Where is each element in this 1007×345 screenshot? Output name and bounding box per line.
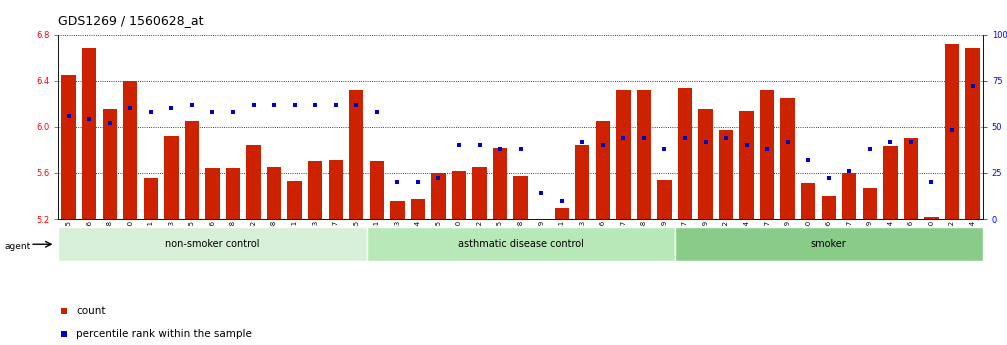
Bar xyxy=(61,75,76,219)
Bar xyxy=(780,98,795,219)
Bar xyxy=(267,167,281,219)
Bar xyxy=(636,90,652,219)
Bar xyxy=(555,208,569,219)
Bar xyxy=(492,148,508,219)
Bar xyxy=(719,130,733,219)
Bar xyxy=(452,171,466,219)
Bar xyxy=(514,176,528,219)
Bar xyxy=(370,161,384,219)
Bar xyxy=(616,90,630,219)
Bar xyxy=(863,188,877,219)
Bar xyxy=(58,227,367,262)
Bar xyxy=(328,160,343,219)
Bar xyxy=(205,168,220,219)
Text: non-smoker control: non-smoker control xyxy=(165,239,260,249)
Bar xyxy=(144,178,158,219)
Bar xyxy=(883,146,897,219)
Bar xyxy=(966,48,980,219)
Text: agent: agent xyxy=(4,242,30,251)
Bar xyxy=(247,145,261,219)
Bar xyxy=(411,199,425,219)
Bar xyxy=(575,145,589,219)
Bar xyxy=(103,109,117,219)
Bar xyxy=(658,180,672,219)
Bar xyxy=(390,201,405,219)
Bar xyxy=(842,173,857,219)
Bar xyxy=(349,90,364,219)
Bar xyxy=(164,136,178,219)
Text: GDS1269 / 1560628_at: GDS1269 / 1560628_at xyxy=(58,14,203,27)
Bar xyxy=(308,161,322,219)
Bar xyxy=(903,138,918,219)
Bar xyxy=(82,48,97,219)
Bar xyxy=(431,173,446,219)
Bar xyxy=(472,167,486,219)
Bar xyxy=(367,227,675,262)
Bar xyxy=(698,109,713,219)
Bar xyxy=(822,196,836,219)
Bar xyxy=(945,44,960,219)
Text: asthmatic disease control: asthmatic disease control xyxy=(457,239,584,249)
Bar xyxy=(924,217,939,219)
Bar xyxy=(760,90,774,219)
Bar xyxy=(675,227,983,262)
Bar xyxy=(287,181,302,219)
Bar xyxy=(184,121,199,219)
Bar xyxy=(226,168,241,219)
Bar xyxy=(678,88,692,219)
Text: smoker: smoker xyxy=(811,239,847,249)
Text: count: count xyxy=(77,306,106,316)
Bar xyxy=(801,183,816,219)
Bar xyxy=(123,81,138,219)
Bar xyxy=(595,121,610,219)
Bar xyxy=(739,111,754,219)
Text: percentile rank within the sample: percentile rank within the sample xyxy=(77,329,252,339)
